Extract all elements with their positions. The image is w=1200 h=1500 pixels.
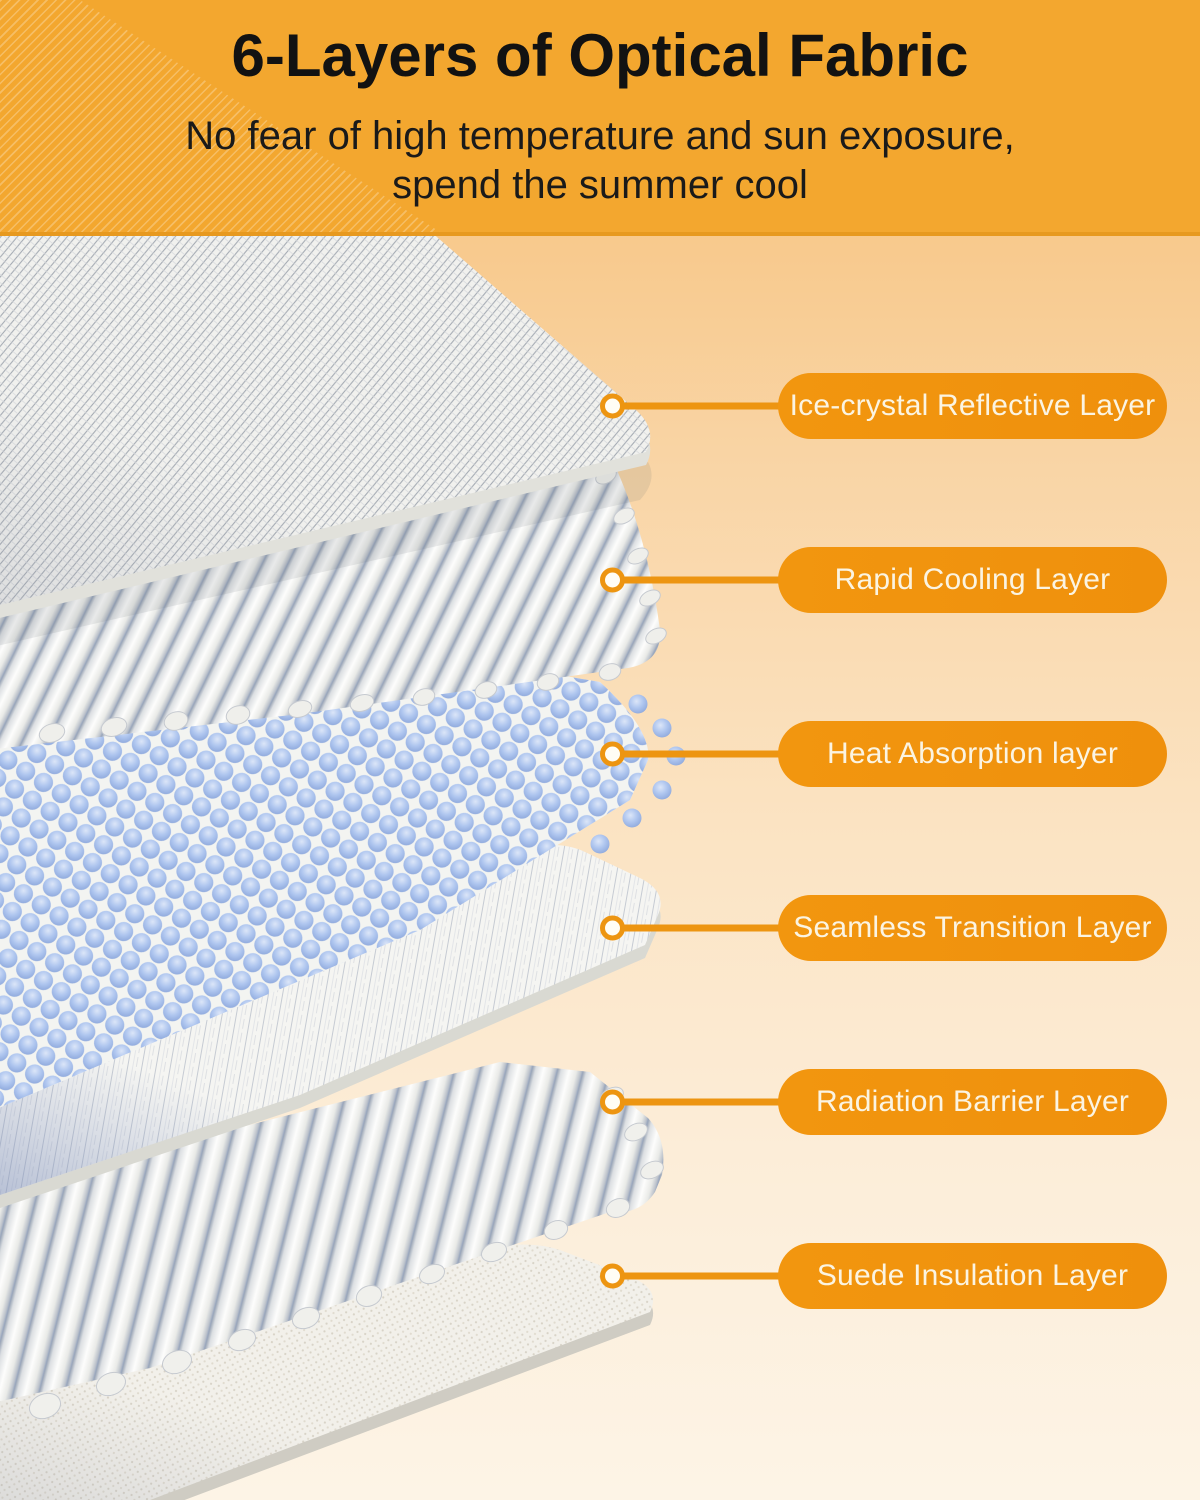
layer-heat-absorption-beads [0, 660, 686, 1108]
callout-radiation-barrier-layer: Radiation Barrier Layer [0, 1069, 1200, 1135]
layer-label-pill: Seamless Transition Layer [778, 895, 1167, 961]
header-band: 6-Layers of Optical Fabric No fear of hi… [0, 0, 1200, 236]
layer-suede-insulation-sheet [0, 1244, 654, 1500]
callout-marker-dot-icon [600, 567, 625, 593]
callout-connector-line [612, 750, 784, 758]
callout-connector-line [612, 402, 784, 410]
callout-marker-dot-icon [600, 1089, 625, 1115]
layer-ice-crystal-mesh-sheet [0, 231, 652, 646]
callout-connector-line [612, 1272, 784, 1280]
callout-connector-line [612, 924, 784, 932]
callout-seamless-transition-layer: Seamless Transition Layer [0, 895, 1200, 961]
subtitle-line-2: spend the summer cool [392, 163, 808, 207]
page-subtitle: No fear of high temperature and sun expo… [0, 112, 1200, 210]
layer-label-pill: Rapid Cooling Layer [778, 547, 1167, 613]
layer-label-pill: Ice-crystal Reflective Layer [778, 373, 1167, 439]
callout-marker-dot-icon [600, 393, 625, 419]
callout-rapid-cooling-layer: Rapid Cooling Layer [0, 547, 1200, 613]
layer-label-pill: Suede Insulation Layer [778, 1243, 1167, 1309]
layer-label-pill: Radiation Barrier Layer [778, 1069, 1167, 1135]
layer-rapid-cooling-rods [0, 420, 667, 749]
layer-label-pill: Heat Absorption layer [778, 721, 1167, 787]
page-title: 6-Layers of Optical Fabric [231, 22, 969, 89]
callout-suede-insulation-layer: Suede Insulation Layer [0, 1243, 1200, 1309]
callout-marker-dot-icon [600, 741, 625, 767]
subtitle-line-1: No fear of high temperature and sun expo… [185, 114, 1015, 158]
callout-ice-crystal-reflective-layer: Ice-crystal Reflective Layer [0, 373, 1200, 439]
callout-connector-line [612, 1098, 784, 1106]
callout-marker-dot-icon [600, 915, 625, 941]
callout-heat-absorption-layer: Heat Absorption layer [0, 721, 1200, 787]
callout-marker-dot-icon [600, 1263, 625, 1289]
callout-connector-line [612, 576, 784, 584]
